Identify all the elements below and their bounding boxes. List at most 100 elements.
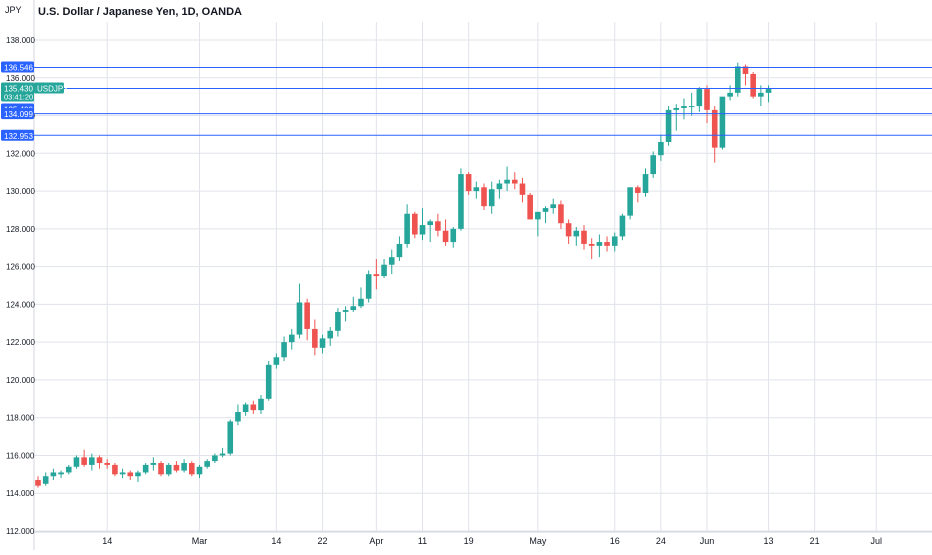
candle-up	[142, 463, 149, 475]
x-tick-label: 22	[318, 536, 328, 546]
candle-up	[235, 404, 241, 426]
candle-down	[189, 461, 195, 477]
candle-body	[304, 302, 310, 329]
candle-body	[711, 109, 718, 148]
candle-body	[435, 221, 441, 231]
x-tick-label: 24	[656, 536, 666, 546]
candle-body	[488, 189, 495, 207]
price-unit-label: JPY	[5, 5, 22, 15]
candle-down	[312, 319, 318, 356]
candle-body	[673, 107, 680, 110]
candle-body	[42, 476, 49, 484]
candle-body	[619, 215, 626, 237]
candle-up	[388, 249, 395, 275]
candle-body	[604, 242, 610, 246]
y-tick-label: 138.000	[6, 36, 35, 45]
current-price-text: 135.430	[4, 85, 33, 94]
y-tick-label: 120.000	[6, 376, 35, 385]
candle-body	[104, 463, 111, 465]
candle-down	[481, 183, 487, 210]
candle-body	[204, 461, 210, 467]
x-tick-label: Jul	[870, 536, 882, 546]
candle-up	[611, 232, 618, 252]
candle-down	[104, 459, 111, 469]
candle-up	[642, 168, 649, 197]
candle-body	[81, 457, 87, 465]
candle-body	[650, 155, 656, 175]
candle-body	[550, 204, 557, 209]
x-tick-label: 11	[418, 536, 427, 546]
candle-up	[650, 151, 656, 178]
candle-down	[442, 219, 449, 246]
candle-body	[588, 243, 595, 246]
y-tick-label: 118.000	[6, 414, 35, 423]
price-label-bg	[1, 129, 34, 141]
candle-body	[527, 194, 533, 220]
candle-body	[727, 92, 733, 97]
candle-body	[442, 230, 449, 243]
candle-body	[135, 472, 141, 477]
price-label-text: 136.546	[4, 63, 33, 72]
candle-body	[196, 466, 203, 475]
candle-down	[96, 455, 103, 469]
candle-up	[396, 236, 403, 261]
candle-body	[465, 174, 472, 192]
candle-up	[242, 402, 249, 416]
candle-down	[558, 200, 564, 229]
candle-down	[527, 192, 533, 220]
candle-up	[673, 104, 680, 131]
candle-body	[665, 109, 672, 142]
candle-up	[427, 219, 433, 243]
candle-body	[658, 141, 664, 156]
candle-body	[642, 174, 649, 193]
candle-down	[173, 461, 180, 473]
candle-body	[688, 106, 695, 108]
candle-up	[596, 234, 603, 258]
candle-up	[450, 226, 457, 248]
candle-up	[473, 181, 480, 199]
candle-body	[288, 334, 295, 343]
candle-body	[150, 463, 157, 465]
candle-body	[273, 357, 280, 365]
x-tick-label: Jun	[700, 536, 715, 546]
candle-body	[635, 187, 641, 193]
candle-up	[573, 226, 580, 246]
candle-up	[681, 98, 687, 120]
price-label-bg	[1, 61, 34, 73]
candle-up	[65, 464, 72, 475]
candle-up	[658, 134, 664, 161]
y-tick-label: 126.000	[6, 263, 35, 272]
candle-up	[204, 459, 210, 469]
candle-up	[327, 327, 334, 346]
candle-body	[373, 274, 380, 277]
candle-up	[73, 455, 80, 469]
x-tick-label: 19	[464, 536, 474, 546]
candle-up	[196, 464, 203, 479]
candle-body	[742, 66, 749, 74]
candle-body	[696, 89, 703, 107]
candle-up	[135, 470, 141, 482]
candle-down	[112, 463, 118, 477]
y-tick-label: 130.000	[6, 187, 35, 196]
candle-body	[404, 213, 410, 244]
candle-up	[542, 206, 549, 224]
chart-title: U.S. Dollar / Japanese Yen, 1D, OANDA	[38, 6, 242, 18]
candle-body	[58, 472, 64, 475]
candle-body	[581, 230, 587, 244]
price-label-text: 132.953	[4, 132, 33, 141]
candle-down	[373, 259, 380, 290]
candle-body	[281, 342, 287, 358]
candle-up	[719, 96, 726, 150]
y-tick-label: 114.000	[6, 489, 35, 498]
candle-down	[635, 185, 641, 203]
candle-body	[235, 412, 241, 422]
candle-up	[381, 259, 387, 278]
candle-up	[265, 361, 272, 401]
candle-down	[435, 213, 441, 237]
candle-body	[481, 187, 487, 207]
candle-body	[189, 463, 195, 475]
candle-body	[750, 73, 756, 97]
candle-down	[35, 476, 41, 488]
candle-up	[727, 85, 733, 101]
